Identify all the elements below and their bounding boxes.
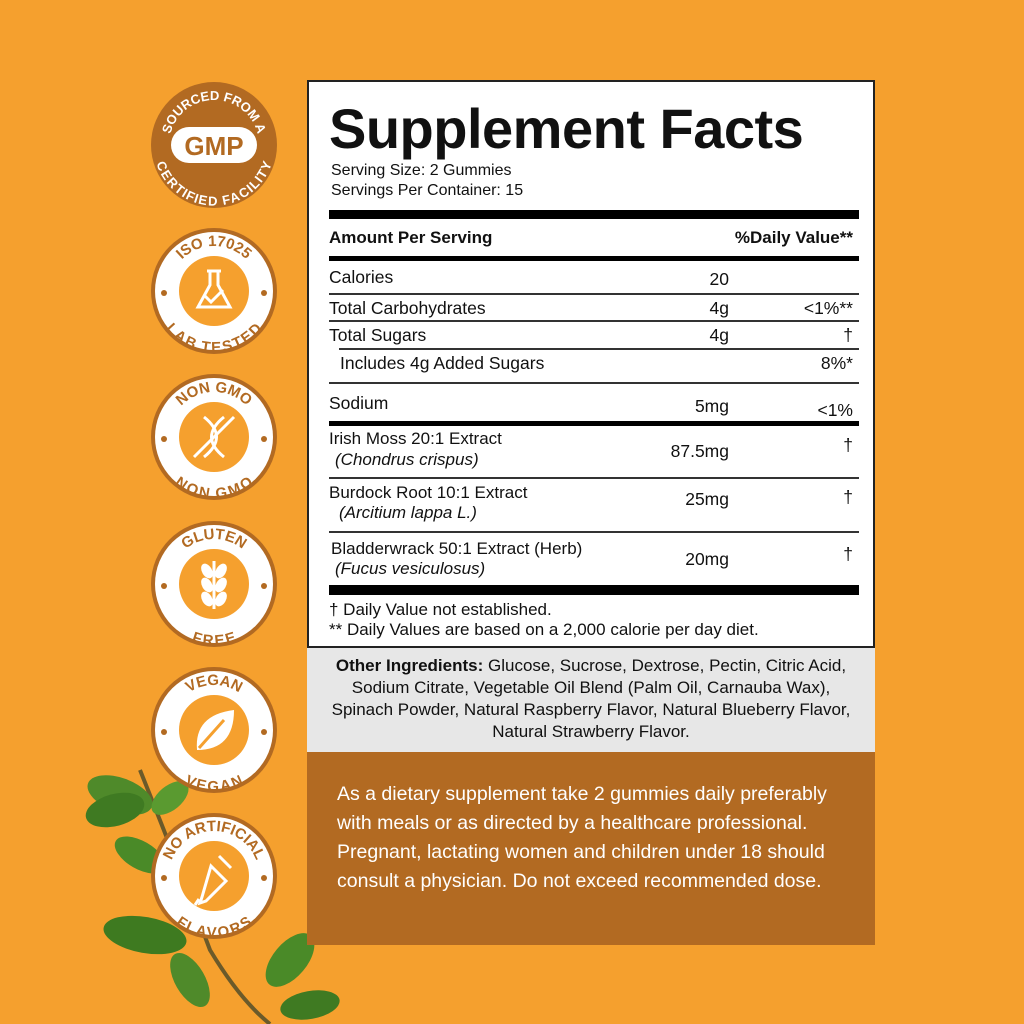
divider: [329, 256, 859, 261]
row-amount: 4g: [709, 325, 729, 345]
badge-flask-check: ISO 17025 LAB TESTED: [149, 226, 279, 357]
svg-text:VEGAN: VEGAN: [182, 772, 245, 795]
divider: [329, 421, 859, 426]
row-latin: (Chondrus crispus): [335, 450, 479, 469]
row-name: Irish Moss 20:1 Extract: [329, 429, 502, 448]
row-amount: 4g: [709, 298, 729, 318]
leaf-icon: [196, 710, 234, 750]
plant-leaves-image: [85, 769, 340, 1024]
row-amount: 87.5mg: [670, 441, 729, 461]
footnote-dagger: † Daily Value not established.: [329, 600, 552, 619]
divider: [329, 382, 859, 384]
row-name: Total Sugars: [329, 325, 427, 345]
other-ingredients-text: Glucose, Sucrose, Dextrose, Pectin, Citr…: [331, 656, 851, 741]
supplement-facts-panel: Supplement Facts Serving Size: 2 Gummies…: [307, 80, 875, 648]
other-ingredients: Other Ingredients: Glucose, Sucrose, Dex…: [307, 648, 875, 752]
badge-leaf: VEGAN VEGAN: [149, 665, 279, 795]
row-dv: †: [843, 544, 853, 564]
row-name: Burdock Root 10:1 Extract: [329, 483, 528, 502]
row-amount: 20: [709, 269, 729, 289]
dropper-icon: [193, 854, 233, 906]
badge-wheat: GLUTEN FREE: [149, 519, 279, 650]
badge-dropper: NO ARTIFICIAL FLAVORS: [149, 811, 279, 942]
badge-center-text: GMP: [184, 131, 243, 161]
gmp-icon: GMP: [171, 127, 257, 163]
flask-check-icon: [195, 269, 233, 309]
row-name: Sodium: [329, 393, 389, 413]
divider: [339, 348, 859, 350]
row-dv: <1%**: [803, 298, 853, 318]
serving-size: Serving Size: 2 Gummies: [331, 162, 512, 179]
dna-crossed-icon: [192, 415, 236, 459]
daily-value-header: %Daily Value**: [734, 228, 853, 247]
row-amount: 5mg: [694, 396, 729, 416]
row-amount: 25mg: [685, 489, 729, 509]
wheat-icon: [201, 561, 227, 609]
badge-gmp: GMP SOURCED FROM A CERTIFIED FACILITY: [149, 80, 279, 210]
facts-title: Supplement Facts: [329, 97, 804, 160]
badge-bottom-text: VEGAN: [182, 772, 245, 795]
directions-text: As a dietary supplement take 2 gummies d…: [307, 752, 875, 945]
row-latin: (Fucus vesiculosus): [335, 559, 486, 578]
row-name: Calories: [329, 267, 394, 287]
badge-dna-crossed: NON GMO NON GMO: [149, 372, 279, 503]
servings-per-container: Servings Per Container: 15: [331, 182, 524, 199]
other-ingredients-label: Other Ingredients:: [335, 656, 484, 675]
divider: [329, 531, 859, 533]
divider: [329, 293, 859, 295]
row-dv: †: [843, 487, 853, 507]
row-name: Total Carbohydrates: [329, 298, 486, 318]
divider: [329, 585, 859, 595]
divider: [329, 320, 859, 322]
row-name: Bladderwrack 50:1 Extract (Herb): [331, 539, 583, 558]
row-name: Includes 4g Added Sugars: [340, 353, 545, 373]
divider: [329, 210, 859, 219]
row-latin: (Arcitium lappa L.): [339, 503, 477, 522]
row-dv: 8%*: [820, 353, 853, 373]
amount-per-serving-header: Amount Per Serving: [329, 228, 493, 247]
row-dv: †: [843, 325, 853, 345]
divider: [329, 477, 859, 479]
row-dv: <1%: [817, 400, 853, 420]
footnote-daily-values: ** Daily Values are based on a 2,000 cal…: [329, 620, 759, 639]
row-amount: 20mg: [685, 549, 729, 569]
row-dv: †: [843, 435, 853, 455]
